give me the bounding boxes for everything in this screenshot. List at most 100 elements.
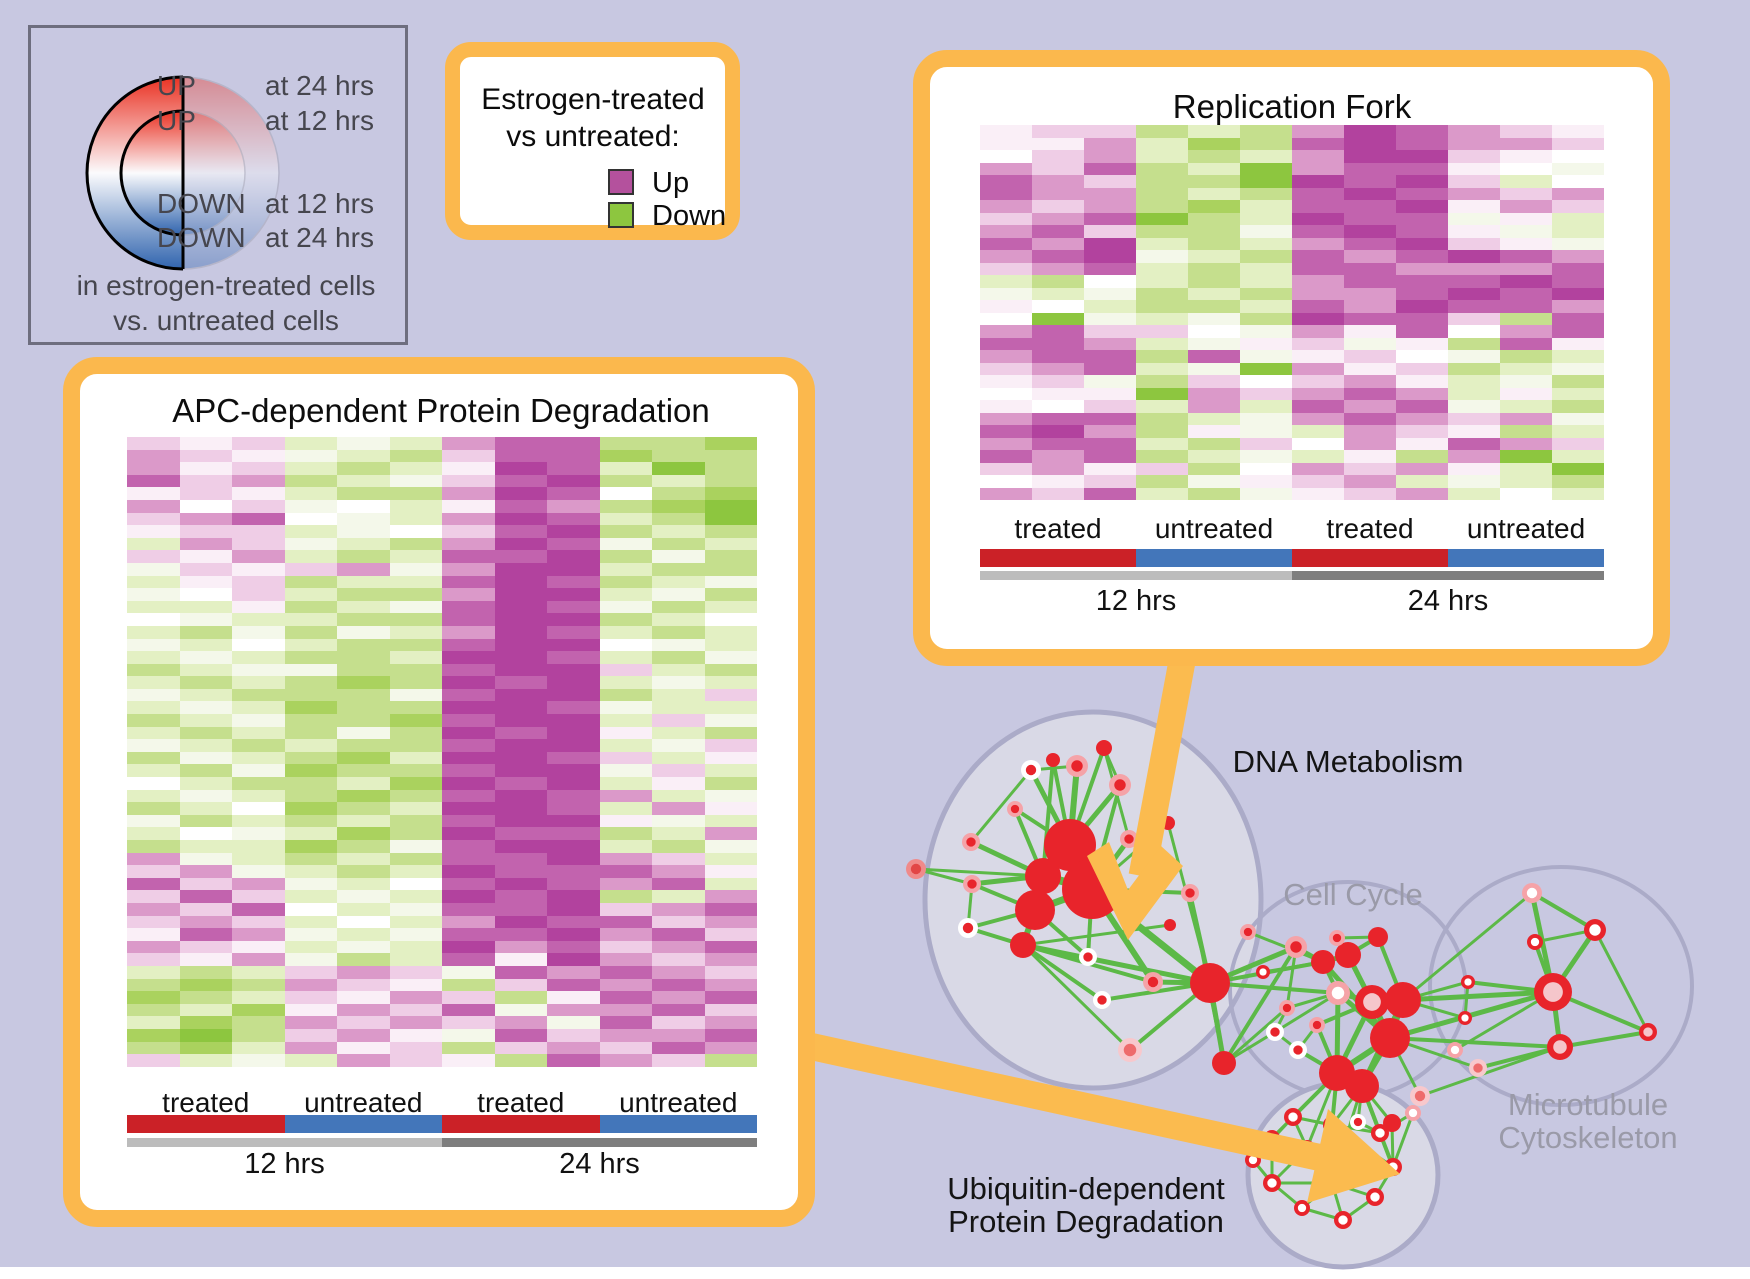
heatmap-cell xyxy=(179,915,232,929)
heatmap-cell xyxy=(599,777,652,790)
heatmap-cell xyxy=(232,953,285,966)
network-node-s xyxy=(1046,753,1060,767)
heatmap-cell xyxy=(494,953,547,966)
network-node-s xyxy=(1015,890,1055,930)
heatmap-cell xyxy=(494,751,547,765)
heatmap-cell xyxy=(389,726,442,740)
heatmap-cell xyxy=(127,714,180,727)
heatmap-cell xyxy=(442,789,495,803)
heatmap-cell xyxy=(1240,262,1292,275)
heatmap-cell xyxy=(389,625,442,639)
heatmap-cell xyxy=(1448,387,1500,400)
heatmap-cell xyxy=(652,1003,705,1017)
heatmap-cell xyxy=(232,852,285,866)
heatmap-cell xyxy=(1188,400,1240,413)
heatmap-cell xyxy=(1188,125,1240,138)
heatmap-cell xyxy=(127,449,180,463)
heatmap-cell xyxy=(704,701,757,715)
network-edge xyxy=(1530,891,1597,932)
heatmap-cell xyxy=(1396,412,1448,425)
heatmap-cell xyxy=(1188,225,1240,238)
heatmap-cell xyxy=(494,789,547,803)
heatmap-cell xyxy=(284,588,337,601)
heatmap-cell xyxy=(547,902,600,916)
group-label-treated-2: treated xyxy=(1326,513,1414,544)
heatmap-cell xyxy=(1292,225,1344,238)
heatmap-cell xyxy=(389,437,442,450)
heatmap-cell xyxy=(179,890,232,903)
legend-footer-line1: in estrogen-treated cells xyxy=(76,270,376,301)
heatmap-row xyxy=(127,1041,757,1055)
heatmap-row xyxy=(127,600,757,614)
heatmap-cell xyxy=(704,651,757,664)
heatmap-cell xyxy=(1344,137,1396,150)
heatmap-cell xyxy=(337,437,390,450)
heatmap-cell xyxy=(1240,337,1292,350)
heatmap-cell xyxy=(1084,362,1136,375)
heatmap-cell xyxy=(1240,412,1292,425)
heatmap-cell xyxy=(547,764,600,778)
heatmap-cell xyxy=(1240,462,1292,475)
heatmap-cell xyxy=(1344,462,1396,475)
heatmap-cell xyxy=(1396,425,1448,438)
heatmap-row xyxy=(980,300,1604,313)
heatmap-cell xyxy=(494,827,547,840)
heatmap-cell xyxy=(337,449,390,463)
heatmap-cell xyxy=(337,600,390,614)
heatmap-cell xyxy=(494,487,547,500)
heatmap-cell xyxy=(1240,150,1292,163)
network-node-s xyxy=(1164,919,1176,931)
legend-up-inner: UP xyxy=(157,105,196,136)
network-edge xyxy=(1389,1036,1561,1049)
heatmap-cell xyxy=(232,525,285,538)
heatmap-cell xyxy=(652,764,705,778)
heatmap-cell xyxy=(599,991,652,1004)
time-bar-24hrs xyxy=(1292,571,1604,580)
heatmap-cell xyxy=(494,663,547,677)
network-edge xyxy=(1022,923,1171,947)
heatmap-cell xyxy=(337,638,390,652)
heatmap-cell xyxy=(1292,300,1344,313)
network-node-core xyxy=(1259,968,1267,976)
heatmap-cell xyxy=(1448,162,1500,175)
heatmap-cell xyxy=(1292,212,1344,225)
heatmap-cell xyxy=(442,902,495,916)
heatmap-cell xyxy=(1240,275,1292,288)
heatmap-cell xyxy=(1188,487,1240,500)
heatmap-row xyxy=(127,865,757,878)
heatmap-cell xyxy=(127,562,180,576)
heatmap-cell xyxy=(1292,475,1344,488)
heatmap-cell xyxy=(494,739,547,752)
heatmap-cell xyxy=(232,651,285,664)
heatmap-cell xyxy=(1500,262,1552,275)
heatmap-cell xyxy=(1292,287,1344,300)
heatmap-row xyxy=(127,764,757,778)
heatmap-cell xyxy=(652,890,705,903)
cluster-label-ubiquitin-protein-degradation-line2: Protein Degradation xyxy=(948,1204,1224,1239)
heatmap-cell xyxy=(284,512,337,526)
heatmap-cell xyxy=(1032,312,1084,325)
heatmap-cell xyxy=(1448,237,1500,250)
heatmap-cell xyxy=(1240,125,1292,138)
heatmap-cell xyxy=(1344,437,1396,450)
heatmap-cell xyxy=(1188,150,1240,163)
heatmap-cell xyxy=(389,537,442,551)
heatmap-cell xyxy=(599,437,652,450)
estrogen-legend: Estrogen-treated vs untreated: Up Down xyxy=(445,42,740,240)
heatmap-cell xyxy=(127,625,180,639)
heatmap-cell xyxy=(389,1028,442,1042)
heatmap-cell xyxy=(1500,437,1552,450)
heatmap-cell xyxy=(1448,375,1500,388)
heatmap-cell xyxy=(389,940,442,954)
heatmap-cell xyxy=(1032,237,1084,250)
heatmap-cell xyxy=(337,474,390,488)
heatmap-cell xyxy=(652,940,705,954)
network-node-core xyxy=(1270,1027,1280,1037)
network-node-core xyxy=(1290,941,1302,953)
heatmap-cell xyxy=(1032,137,1084,150)
heatmap-cell xyxy=(1136,150,1188,163)
heatmap-row xyxy=(127,688,757,702)
heatmap-cell xyxy=(704,1003,757,1017)
heatmap-cell xyxy=(284,852,337,866)
